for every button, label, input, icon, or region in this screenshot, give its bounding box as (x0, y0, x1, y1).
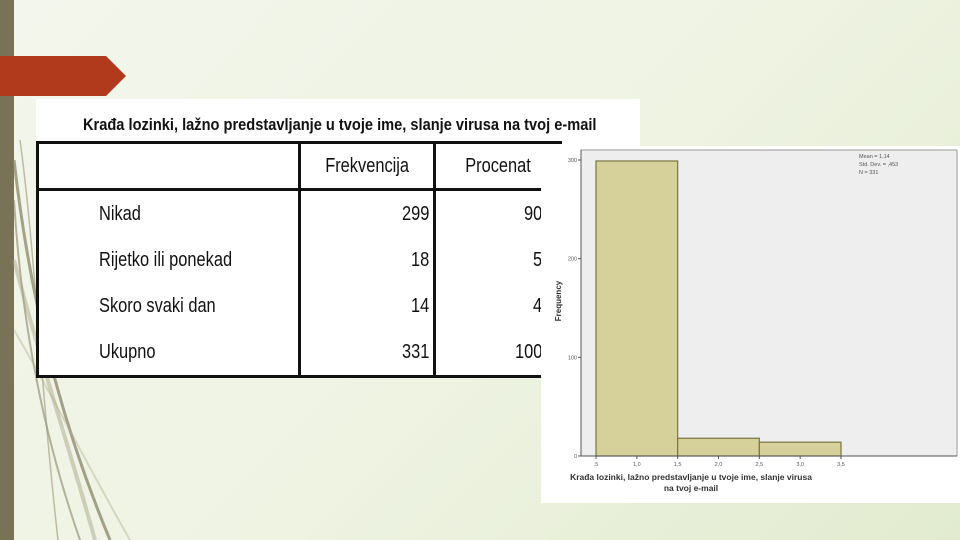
row-label: Ukupno (37, 329, 301, 377)
table-row: Rijetko ili ponekad 18 5,4 (37, 237, 563, 283)
header-percent: Procenat (434, 142, 562, 191)
table-row: Skoro svaki dan 14 4,2 (37, 283, 563, 329)
header-frequency: Frekvencija (299, 142, 436, 191)
accent-arrow-shape (0, 56, 126, 96)
y-tick-label: 300 (568, 158, 577, 164)
x-tick-label: 3,0 (796, 462, 804, 468)
row-label: Nikad (37, 189, 301, 237)
x-axis-label-line1: Krađa lozinki, lažno predstavljanje u tv… (570, 472, 812, 482)
table-header-row: Frekvencija Procenat (37, 142, 562, 191)
histogram-bar (595, 160, 679, 457)
row-frequency: 14 (299, 283, 436, 329)
table-title: Krađa lozinki, lažno predstavljanje u tv… (83, 115, 597, 134)
y-tick-label: 100 (568, 355, 577, 361)
stat-mean: Mean = 1,14 (859, 154, 890, 160)
histogram-bar (758, 441, 842, 457)
stat-n: N = 331 (859, 170, 878, 176)
x-axis-label-line2: na tvoj e-mail (664, 483, 718, 493)
histogram-bar (677, 437, 760, 457)
table-row: Nikad 299 90,3 (37, 189, 563, 237)
y-axis-label: Frequency (554, 280, 563, 321)
x-tick-label: 2,5 (756, 462, 764, 468)
left-decor-bar (0, 0, 14, 540)
row-frequency: 18 (299, 237, 436, 283)
x-tick-label: 1,5 (674, 462, 682, 468)
histogram-chart: 0 100 200 300 .5 1,0 1,5 2,0 2,5 3,0 3,5 Frequenc… (554, 149, 958, 493)
frequency-table: Frekvencija Procenat Nikad 299 90,3 Rije… (36, 141, 562, 378)
x-tick-label: 3,5 (837, 462, 845, 468)
y-tick-label: 0 (574, 454, 577, 460)
histogram-panel: 0 100 200 300 .5 1,0 1,5 2,0 2,5 3,0 3,5 Frequenc… (541, 146, 960, 503)
frequency-table-panel: Krađa lozinki, lažno predstavljanje u tv… (36, 99, 640, 378)
row-frequency: 299 (299, 189, 436, 237)
y-tick-label: 200 (568, 257, 577, 263)
x-tick-label: .5 (594, 462, 599, 468)
row-label: Rijetko ili ponekad (37, 237, 301, 283)
row-label: Skoro svaki dan (37, 283, 301, 329)
x-tick-label: 1,0 (633, 462, 641, 468)
row-frequency: 331 (299, 329, 436, 377)
table-row-total: Ukupno 331 100,0 (37, 329, 563, 377)
header-empty-cell (37, 142, 301, 191)
x-tick-label: 2,0 (715, 462, 723, 468)
stat-std-dev: Std. Dev. = ,453 (859, 162, 898, 168)
